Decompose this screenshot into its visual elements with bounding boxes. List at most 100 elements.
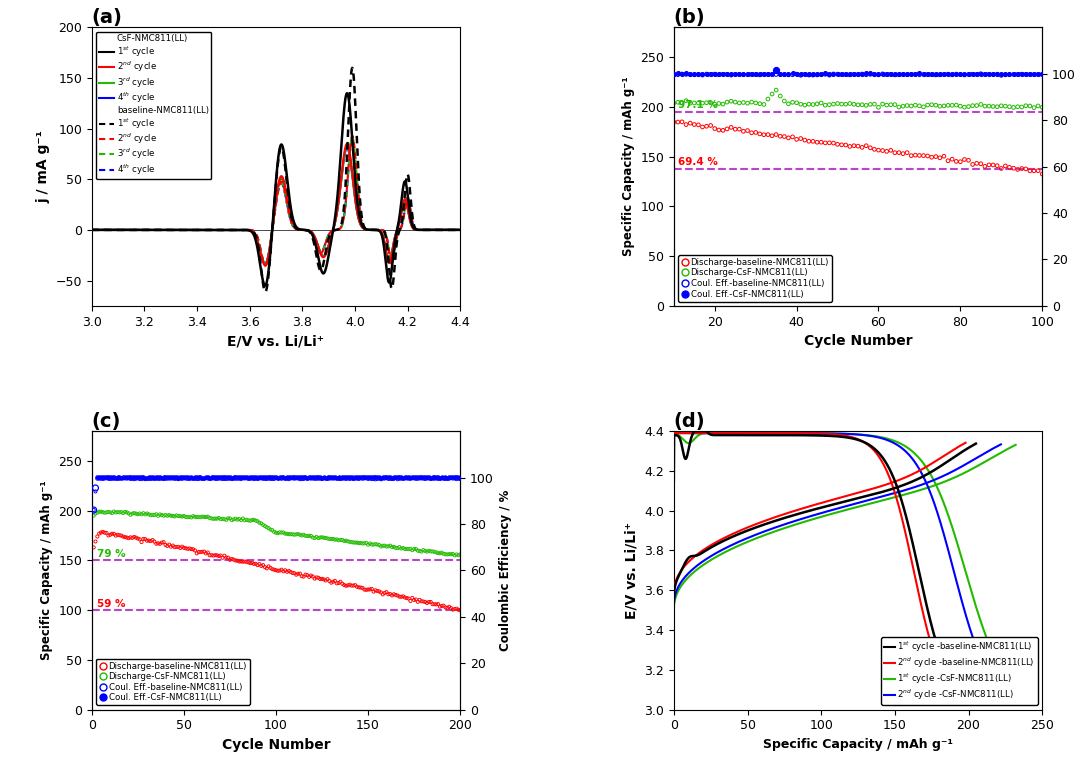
Point xyxy=(334,578,351,590)
Point xyxy=(874,67,891,80)
Point xyxy=(208,471,226,484)
Point xyxy=(131,473,148,485)
Point xyxy=(968,68,985,81)
Point xyxy=(109,473,126,485)
Point xyxy=(112,529,130,542)
Point xyxy=(430,473,447,485)
Point xyxy=(318,574,335,586)
Point xyxy=(1017,68,1035,81)
Point xyxy=(332,575,349,588)
Point xyxy=(853,141,870,154)
Point xyxy=(253,472,270,485)
Point xyxy=(268,471,285,484)
Point xyxy=(172,510,189,522)
Point xyxy=(910,100,928,112)
Point xyxy=(633,97,650,110)
Point xyxy=(400,471,417,484)
Point xyxy=(399,471,416,484)
Point xyxy=(919,150,936,162)
Point xyxy=(174,540,191,553)
Point xyxy=(874,144,891,157)
Point xyxy=(153,536,171,549)
Point xyxy=(882,99,900,111)
Point xyxy=(407,471,424,484)
Point xyxy=(284,472,301,485)
Point xyxy=(809,98,826,111)
Point xyxy=(140,473,158,485)
Point xyxy=(305,532,322,544)
Point xyxy=(313,531,330,543)
Point xyxy=(812,96,829,109)
Point xyxy=(273,473,291,485)
Point xyxy=(156,510,173,522)
Point xyxy=(428,546,445,559)
Point xyxy=(93,471,110,484)
Point xyxy=(174,473,191,485)
Point xyxy=(224,471,241,484)
Point xyxy=(315,471,333,484)
Point xyxy=(310,473,327,485)
Point xyxy=(330,534,348,546)
Point xyxy=(976,67,994,80)
Point xyxy=(649,114,666,127)
Point xyxy=(681,68,699,81)
Point xyxy=(693,69,711,82)
Point xyxy=(788,96,806,109)
Point xyxy=(362,471,379,484)
Point xyxy=(293,529,310,542)
Point xyxy=(853,67,870,80)
Point xyxy=(633,68,650,81)
Point xyxy=(426,471,443,484)
Point xyxy=(111,473,129,485)
Point xyxy=(334,534,351,546)
Point xyxy=(866,67,883,80)
Point xyxy=(768,64,785,76)
Point xyxy=(367,471,384,484)
Point xyxy=(91,506,108,518)
Point xyxy=(409,544,427,557)
Point xyxy=(177,471,194,484)
Point xyxy=(393,471,410,484)
Point xyxy=(253,471,270,484)
Point xyxy=(167,541,185,554)
Point xyxy=(640,112,658,125)
Point xyxy=(93,473,110,485)
Point xyxy=(89,473,106,485)
Text: (b): (b) xyxy=(674,9,705,27)
Point xyxy=(690,96,707,109)
Point xyxy=(211,512,228,524)
Point xyxy=(105,505,122,517)
Point xyxy=(869,67,887,80)
Point xyxy=(237,472,254,485)
Point xyxy=(164,510,181,522)
Point xyxy=(747,96,765,109)
Point xyxy=(161,472,178,485)
Point xyxy=(816,68,834,81)
Point xyxy=(156,473,173,485)
Point xyxy=(373,471,390,484)
Point xyxy=(258,471,275,484)
Point xyxy=(295,471,312,484)
Point xyxy=(238,471,255,484)
Point xyxy=(185,473,202,485)
Point xyxy=(448,548,465,561)
Point xyxy=(135,472,152,485)
Point xyxy=(451,473,469,485)
Point xyxy=(1034,168,1051,180)
Point xyxy=(114,530,132,543)
Point xyxy=(849,99,866,111)
Point xyxy=(217,514,234,526)
Point xyxy=(136,471,153,484)
Point xyxy=(135,507,152,520)
Point xyxy=(98,472,116,485)
Point xyxy=(449,549,467,561)
Point xyxy=(349,536,366,549)
Point xyxy=(345,579,362,592)
Point xyxy=(357,537,375,550)
Point xyxy=(238,556,255,568)
Point xyxy=(280,471,297,484)
Point xyxy=(225,554,242,566)
Point xyxy=(287,472,305,485)
Point xyxy=(1022,100,1039,112)
Point xyxy=(747,67,765,80)
